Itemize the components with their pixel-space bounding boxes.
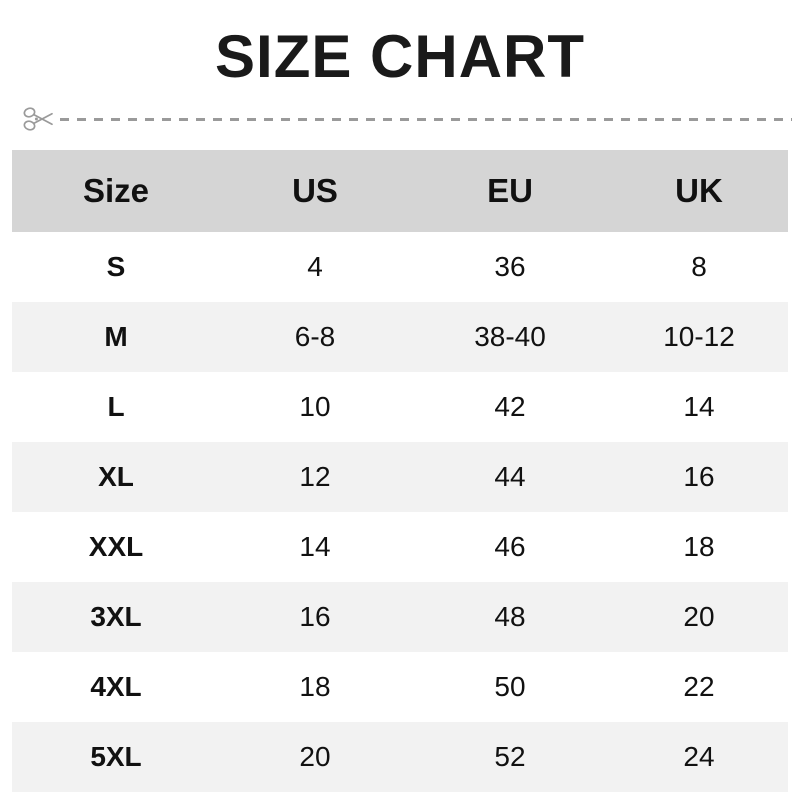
- cell-size: M: [12, 302, 220, 372]
- cell-size: 4XL: [12, 652, 220, 722]
- cell-us: 16: [220, 582, 410, 652]
- cell-eu: 52: [410, 722, 610, 792]
- cell-size: XL: [12, 442, 220, 512]
- cell-uk: 10-12: [610, 302, 788, 372]
- cell-eu: 36: [410, 232, 610, 302]
- table-row: XXL 14 46 18: [12, 512, 788, 582]
- cell-eu: 42: [410, 372, 610, 442]
- scissors-icon: [22, 104, 56, 134]
- cell-eu: 38-40: [410, 302, 610, 372]
- column-header-us: US: [220, 150, 410, 232]
- table-row: M 6-8 38-40 10-12: [12, 302, 788, 372]
- cell-uk: 8: [610, 232, 788, 302]
- table-row: 5XL 20 52 24: [12, 722, 788, 792]
- cell-size: 3XL: [12, 582, 220, 652]
- table-row: L 10 42 14: [12, 372, 788, 442]
- column-header-uk: UK: [610, 150, 788, 232]
- column-header-size: Size: [12, 150, 220, 232]
- cell-us: 14: [220, 512, 410, 582]
- cell-size: L: [12, 372, 220, 442]
- cell-uk: 14: [610, 372, 788, 442]
- column-header-eu: EU: [410, 150, 610, 232]
- cell-eu: 46: [410, 512, 610, 582]
- cell-uk: 16: [610, 442, 788, 512]
- cut-here-line: [22, 104, 792, 134]
- table-header-row: Size US EU UK: [12, 150, 788, 232]
- table-row: 3XL 16 48 20: [12, 582, 788, 652]
- cell-eu: 50: [410, 652, 610, 722]
- cell-uk: 18: [610, 512, 788, 582]
- cell-size: XXL: [12, 512, 220, 582]
- cell-us: 12: [220, 442, 410, 512]
- cell-us: 18: [220, 652, 410, 722]
- cell-us: 4: [220, 232, 410, 302]
- cell-uk: 20: [610, 582, 788, 652]
- cell-us: 6-8: [220, 302, 410, 372]
- cell-eu: 44: [410, 442, 610, 512]
- table-row: S 4 36 8: [12, 232, 788, 302]
- size-chart-table: Size US EU UK S 4 36 8 M 6-8 38-40 10-12…: [12, 150, 788, 792]
- dashed-cut-line: [60, 118, 792, 121]
- cell-us: 10: [220, 372, 410, 442]
- cell-us: 20: [220, 722, 410, 792]
- table-row: XL 12 44 16: [12, 442, 788, 512]
- table-row: 4XL 18 50 22: [12, 652, 788, 722]
- cell-size: S: [12, 232, 220, 302]
- cell-uk: 24: [610, 722, 788, 792]
- cell-size: 5XL: [12, 722, 220, 792]
- cell-eu: 48: [410, 582, 610, 652]
- cell-uk: 22: [610, 652, 788, 722]
- page-title: SIZE CHART: [215, 23, 585, 90]
